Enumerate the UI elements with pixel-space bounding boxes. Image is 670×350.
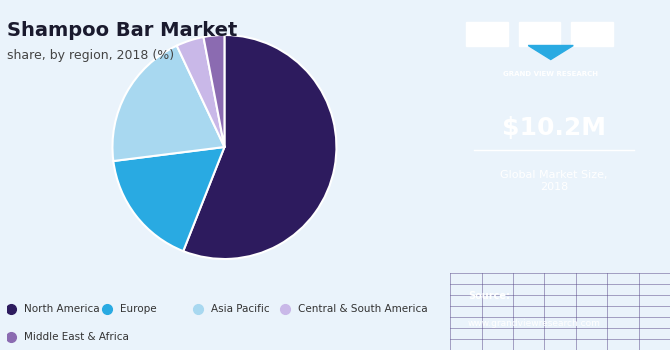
- Polygon shape: [528, 46, 574, 60]
- FancyBboxPatch shape: [572, 22, 612, 46]
- Wedge shape: [204, 35, 224, 147]
- Wedge shape: [183, 35, 336, 259]
- Text: Global Market Size,
2018: Global Market Size, 2018: [500, 170, 608, 192]
- Wedge shape: [113, 147, 224, 251]
- Text: Central & South America: Central & South America: [299, 304, 428, 314]
- FancyBboxPatch shape: [519, 22, 560, 46]
- Text: share, by region, 2018 (%): share, by region, 2018 (%): [7, 49, 174, 62]
- Wedge shape: [177, 37, 224, 147]
- Text: Shampoo Bar Market: Shampoo Bar Market: [7, 21, 237, 40]
- Text: Middle East & Africa: Middle East & Africa: [24, 332, 129, 342]
- Text: www.grandviewresearch.com: www.grandviewresearch.com: [468, 318, 601, 328]
- Text: Europe: Europe: [120, 304, 157, 314]
- FancyBboxPatch shape: [466, 22, 508, 46]
- Text: $10.2M: $10.2M: [502, 116, 606, 140]
- Wedge shape: [113, 46, 224, 161]
- Text: North America: North America: [24, 304, 100, 314]
- Text: Asia Pacific: Asia Pacific: [212, 304, 270, 314]
- Text: GRAND VIEW RESEARCH: GRAND VIEW RESEARCH: [503, 70, 598, 77]
- Text: Source:: Source:: [468, 291, 510, 301]
